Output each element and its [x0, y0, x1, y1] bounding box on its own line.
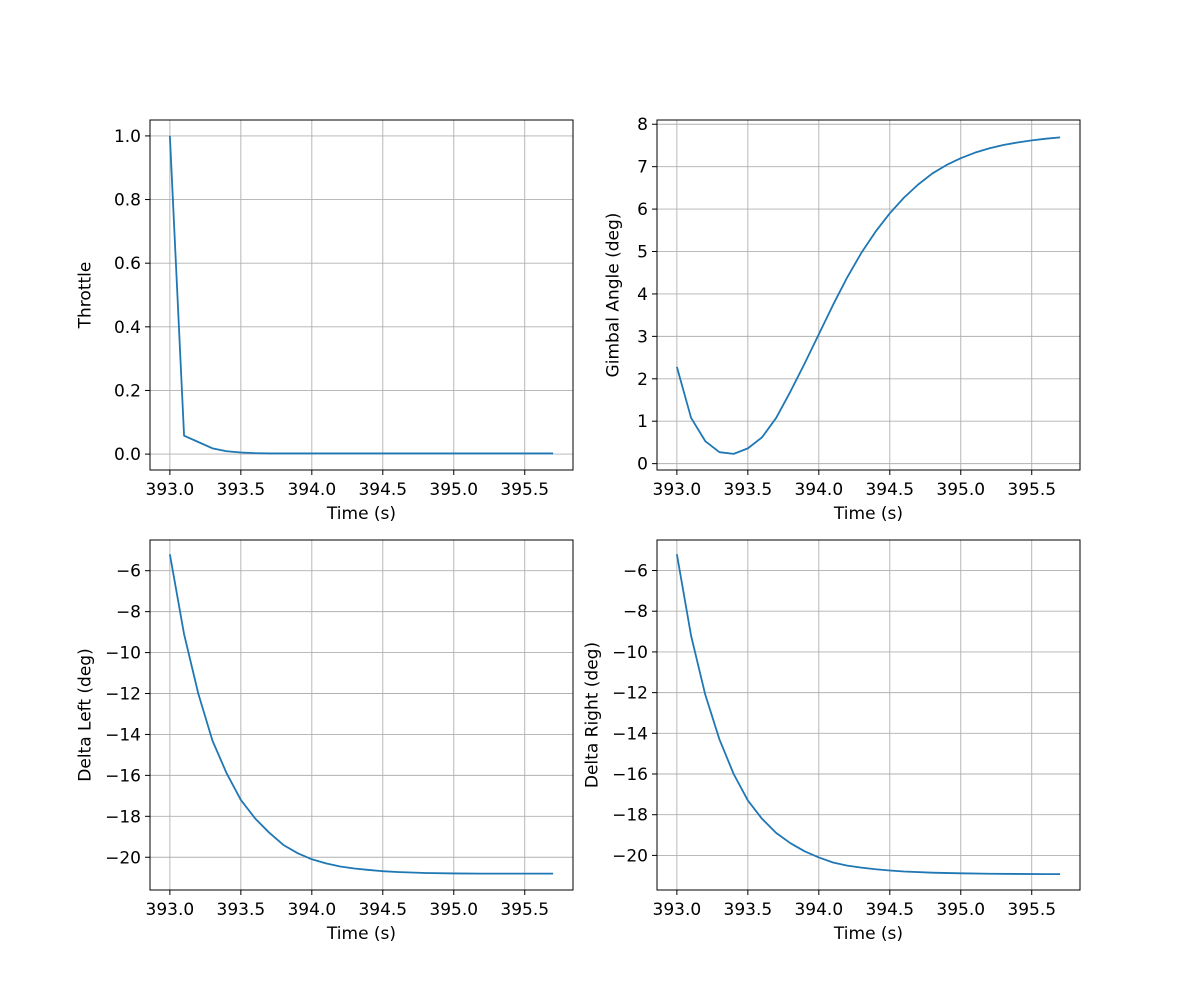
y-axis-label: Throttle: [76, 262, 96, 330]
y-axis-label: Delta Left (deg): [76, 648, 96, 781]
x-tick-label: 395.0: [429, 900, 478, 920]
subplot-3: 393.0 393.5 394.0 394.5 395.0 395.5 −20 −18 −16 −…: [76, 539, 574, 944]
y-axis-label: Delta Right (deg): [583, 642, 603, 788]
x-tick-label: 394.5: [865, 480, 914, 500]
y-tick-label: −14: [612, 724, 648, 744]
x-axis-label: Time (s): [326, 504, 396, 524]
x-tick-label: 395.0: [936, 900, 985, 920]
x-tick-label: 395.5: [500, 900, 549, 920]
x-axis-label: Time (s): [833, 504, 903, 524]
y-tick-label: −14: [105, 725, 141, 745]
x-tick-label: 394.5: [358, 900, 407, 920]
axes-frame: [656, 539, 1081, 891]
y-tick-label: 2: [637, 370, 648, 390]
y-tick-label: −18: [612, 806, 648, 826]
y-tick-label: 0.6: [114, 254, 141, 274]
y-tick-label: 1.0: [114, 127, 141, 147]
x-axis-label: Time (s): [326, 924, 396, 944]
x-tick-label: 395.5: [500, 480, 549, 500]
x-tick-label: 395.5: [1007, 900, 1056, 920]
y-tick-label: 5: [637, 243, 648, 263]
y-tick-label: −12: [105, 685, 141, 705]
y-tick-label: −10: [612, 643, 648, 663]
y-tick-label: −10: [105, 644, 141, 664]
plot-area: [657, 540, 1080, 890]
y-tick-label: 1: [637, 412, 648, 432]
y-tick-label: 0.2: [114, 381, 141, 401]
x-tick-label: 394.0: [794, 480, 843, 500]
plot-area: [657, 120, 1080, 470]
x-tick-label: 394.0: [794, 900, 843, 920]
y-tick-label: −8: [116, 603, 141, 623]
y-tick-label: −18: [105, 807, 141, 827]
y-tick-label: 3: [637, 327, 648, 347]
series-line: [168, 135, 554, 455]
x-tick-label: 394.5: [358, 480, 407, 500]
y-tick-label: −20: [105, 848, 141, 868]
x-tick-label: 395.5: [1007, 480, 1056, 500]
y-tick-label: −6: [116, 562, 141, 582]
subplot-2: 393.0 393.5 394.0 394.5 395.0 395.5 0 1 2 3 4 5 6 7 8 T…: [604, 115, 1081, 524]
y-tick-label: 6: [637, 200, 648, 220]
y-tick-label: 4: [637, 285, 648, 305]
y-axis-label: Gimbal Angle (deg): [604, 213, 624, 378]
x-tick-label: 393.0: [146, 900, 195, 920]
y-tick-label: −20: [612, 846, 648, 866]
series-line: [168, 554, 554, 875]
x-axis-label: Time (s): [833, 924, 903, 944]
subplot-4: 393.0 393.5 394.0 394.5 395.0 395.5 −20 −18 −16 −…: [583, 539, 1081, 944]
series-line: [675, 554, 1061, 876]
y-tick-label: 0.4: [114, 318, 141, 338]
subplot-1: 393.0 393.5 394.0 394.5 395.0 395.5 0.0 0.2 0.4 0…: [76, 119, 574, 524]
x-tick-label: 393.0: [146, 480, 195, 500]
x-tick-label: 393.5: [217, 480, 266, 500]
x-tick-label: 394.0: [287, 480, 336, 500]
x-tick-label: 395.0: [429, 480, 478, 500]
axes-frame: [149, 539, 574, 891]
y-tick-label: −16: [612, 765, 648, 785]
x-tick-label: 393.0: [653, 480, 702, 500]
plot-area: [150, 540, 573, 890]
y-tick-label: 0.8: [114, 191, 141, 211]
axes-frame: [656, 119, 1081, 471]
y-tick-label: −16: [105, 766, 141, 786]
x-tick-label: 394.0: [287, 900, 336, 920]
y-tick-label: 8: [637, 115, 648, 135]
x-tick-label: 395.0: [936, 480, 985, 500]
y-tick-label: −8: [623, 602, 648, 622]
y-tick-label: 0: [637, 455, 648, 475]
x-tick-label: 393.5: [724, 480, 773, 500]
y-tick-label: −12: [612, 684, 648, 704]
x-tick-label: 393.0: [653, 900, 702, 920]
plot-area: [150, 120, 573, 470]
x-tick-label: 393.5: [217, 900, 266, 920]
series-line: [676, 136, 1061, 455]
y-tick-label: −6: [623, 562, 648, 582]
y-tick-label: 7: [637, 158, 648, 178]
axes-frame: [149, 119, 574, 471]
y-tick-label: 0.0: [114, 445, 141, 465]
x-tick-label: 393.5: [724, 900, 773, 920]
x-tick-label: 394.5: [865, 900, 914, 920]
